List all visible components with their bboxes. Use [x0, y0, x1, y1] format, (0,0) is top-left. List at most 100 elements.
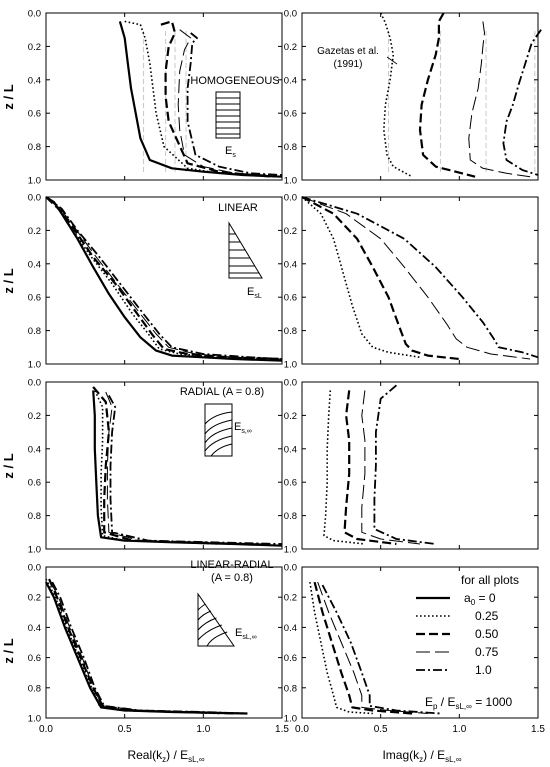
- y-tick-label: 1.0: [284, 545, 297, 556]
- y-tick-label: 0.2: [28, 226, 41, 237]
- x-axis-label-imag: Imag(kz) / EsL,∞: [382, 748, 461, 764]
- y-axis-label: z / L: [1, 84, 16, 109]
- series-line-0-75: [361, 390, 421, 545]
- series-line-0-25: [301, 196, 421, 359]
- panel-frame: [301, 566, 539, 719]
- series-line-1-0: [108, 394, 283, 545]
- panel-label-linear: LINEAR: [218, 202, 258, 214]
- y-tick-label: 0.8: [28, 142, 41, 153]
- series-line-0-75: [301, 196, 531, 360]
- y-tick-label: 0.0: [28, 378, 41, 389]
- y-tick-label: 0.4: [284, 259, 297, 270]
- linear-annotation: LINEAR EsL: [218, 202, 263, 300]
- panel-frame: [301, 196, 539, 365]
- modulus-label-radial: Es,∞: [234, 421, 252, 435]
- x-tick-label: 1.5: [531, 724, 545, 735]
- panel-frames: [45, 12, 539, 719]
- series-line-1-0: [502, 29, 542, 176]
- series-line-0: [92, 390, 283, 547]
- radial-soil-icon: [204, 403, 233, 457]
- x-tick-label: 0.5: [374, 724, 388, 735]
- y-tick-label: 0.4: [284, 444, 297, 455]
- y-tick-label: 0.4: [284, 623, 297, 634]
- series-line-0: [118, 21, 283, 178]
- series-line-0-75: [177, 29, 267, 176]
- series-line-0-25: [323, 390, 365, 545]
- x-axis-label-real: Real(kz) / EsL,∞: [127, 748, 204, 764]
- panel-frame: [301, 12, 539, 181]
- legend-entry-1: 0.25: [475, 609, 499, 623]
- series-line-0-25: [309, 581, 373, 715]
- y-tick-label: 0.2: [284, 226, 297, 237]
- y-tick-label: 0.6: [284, 293, 297, 304]
- series-line-0-75: [468, 21, 531, 178]
- legend-header: a0 = 0: [464, 591, 496, 607]
- linear-radial-annotation: LINEAR-RADIAL (A = 0.8) EsL,∞: [190, 559, 274, 647]
- y-axis-label: z / L: [1, 638, 16, 663]
- y-tick-label: 0.8: [284, 683, 297, 694]
- y-tick-label: 0.4: [28, 444, 41, 455]
- panel-label-linear-radial: LINEAR-RADIAL: [190, 559, 273, 571]
- y-axis-label: z / L: [1, 268, 16, 293]
- y-tick-label: 0.6: [28, 653, 41, 664]
- y-tick-label: 0.6: [28, 109, 41, 120]
- x-tick-label: 0.0: [295, 724, 309, 735]
- homogeneous-soil-icon: [215, 91, 241, 139]
- y-tick-label: 0.0: [284, 378, 297, 389]
- series-line-1-0: [186, 32, 283, 176]
- legend-entry-2: 0.50: [475, 627, 499, 641]
- gazetas-pointer: [386, 56, 398, 65]
- y-tick-label: 0.0: [284, 193, 297, 204]
- y-tick-label: 0.8: [28, 326, 41, 337]
- linear-radial-soil-icon: [197, 592, 235, 647]
- y-tick-label: 0.6: [28, 293, 41, 304]
- y-tick-label: 1.0: [28, 714, 41, 725]
- x-tick-label: 1.0: [452, 724, 466, 735]
- series-line-1-0: [321, 584, 441, 715]
- panel-label-homogeneous: HOMOGENEOUS: [190, 75, 279, 87]
- y-tick-label: 0.6: [28, 478, 41, 489]
- series-line-1-0: [45, 196, 283, 360]
- y-tick-label: 0.8: [284, 326, 297, 337]
- series-lines: [45, 12, 542, 715]
- series-line-0-75: [317, 581, 428, 714]
- y-axis-label: z / L: [1, 453, 16, 478]
- y-tick-label: 1.0: [284, 176, 297, 187]
- y-tick-label: 0.0: [28, 193, 41, 204]
- series-line-0-75: [105, 391, 267, 545]
- tick-labels: 0.00.20.40.60.81.00.00.20.40.60.81.00.00…: [28, 9, 546, 736]
- y-tick-label: 0.2: [28, 593, 41, 604]
- y-tick-label: 0.0: [284, 9, 297, 20]
- y-tick-label: 1.0: [284, 360, 297, 371]
- y-tick-label: 0.4: [28, 259, 41, 270]
- series-line-0-50: [343, 390, 397, 546]
- legend: for all plots a0 = 0 0.25 0.50 0.75 1.0 …: [416, 573, 519, 711]
- panel-frame: [45, 381, 283, 550]
- panel-frame: [301, 381, 539, 550]
- y-tick-label: 0.0: [28, 9, 41, 20]
- gazetas-annotation: Gazetas et al.: [317, 46, 379, 57]
- x-tick-label: 0.5: [118, 724, 132, 735]
- series-line-0-50: [45, 196, 283, 361]
- linear-soil-icon: [228, 221, 263, 279]
- series-line-0-50: [92, 386, 243, 546]
- y-tick-label: 0.2: [284, 411, 297, 422]
- series-line-1-0: [51, 581, 248, 715]
- y-tick-label: 1.0: [28, 360, 41, 371]
- series-line-0-50: [160, 20, 275, 178]
- legend-entry-4: 1.0: [475, 663, 492, 677]
- y-tick-label: 0.6: [284, 109, 297, 120]
- radial-annotation: RADIAL (A = 0.8) Es,∞: [180, 386, 264, 457]
- homogeneous-annotation: HOMOGENEOUS Es Gazetas et al. (1991): [190, 46, 398, 159]
- panel-label-linear-radial-a: (A = 0.8): [211, 572, 253, 584]
- y-tick-label: 0.2: [284, 42, 297, 53]
- series-line-1-0: [301, 196, 539, 359]
- y-tick-label: 0.8: [284, 142, 297, 153]
- y-tick-label: 0.4: [28, 75, 41, 86]
- y-axis-labels: z / L z / L z / L z / L: [1, 84, 16, 663]
- y-tick-label: 0.8: [28, 683, 41, 694]
- y-tick-label: 1.0: [284, 714, 297, 725]
- modulus-label-homogeneous: Es: [225, 145, 236, 159]
- series-line-0-50: [418, 12, 476, 178]
